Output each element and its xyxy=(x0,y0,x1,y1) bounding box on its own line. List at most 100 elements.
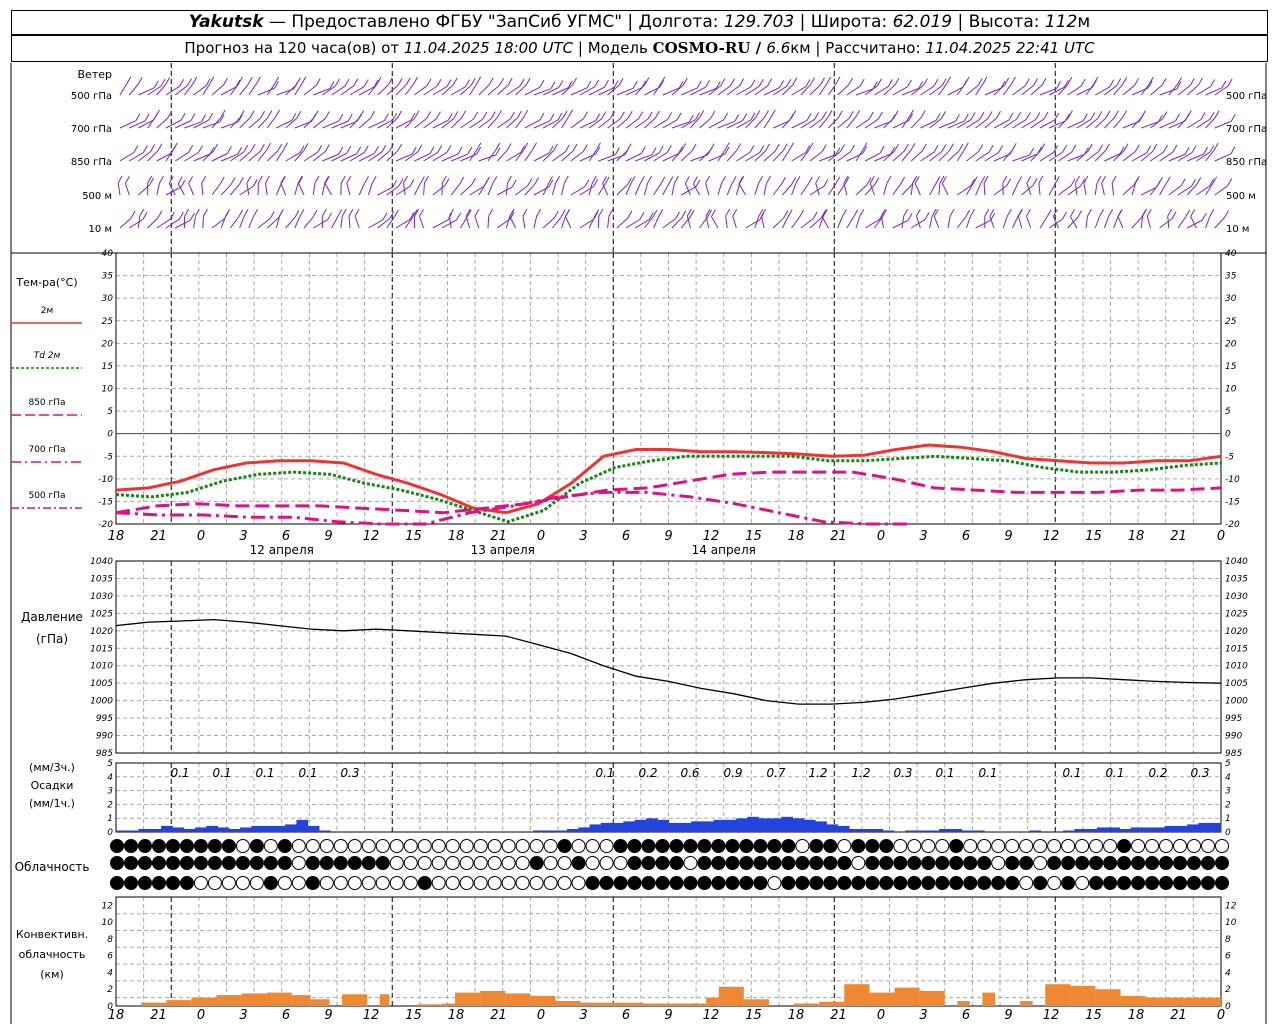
wind-barb xyxy=(692,183,701,196)
cloud-cover-icon xyxy=(851,856,866,870)
wind-barb-feather xyxy=(190,113,196,121)
wind-barb-feather xyxy=(805,79,811,87)
conv-bar xyxy=(141,1002,167,1006)
cloud-cover-icon xyxy=(403,876,418,890)
wind-barb xyxy=(1030,84,1043,96)
wind-barb-feather xyxy=(1063,79,1069,88)
wind-barb-feather xyxy=(1070,209,1075,217)
precip-bar xyxy=(758,818,771,832)
cloud-cover-icon xyxy=(1089,876,1104,890)
precip-tick-left: 1 xyxy=(107,814,113,824)
wind-barb-feather xyxy=(291,113,297,121)
wind-barb-feather xyxy=(941,176,947,184)
wind-barb xyxy=(515,149,525,162)
wind-barb xyxy=(1214,153,1232,162)
wind-barb xyxy=(331,216,339,229)
wind-barb-feather xyxy=(492,176,498,184)
wind-barb xyxy=(524,149,533,162)
precip-label: 0.1 xyxy=(255,766,274,780)
conv-bar xyxy=(844,984,870,1006)
wind-barb xyxy=(184,152,199,162)
wind-barb-feather xyxy=(807,176,813,185)
wind-barb-feather xyxy=(894,143,899,152)
cloud-cover-icon xyxy=(207,856,222,870)
wind-barb xyxy=(561,116,570,129)
wind-barb xyxy=(1131,117,1142,129)
wind-barb xyxy=(1131,217,1142,229)
time-tick: 18 xyxy=(788,529,805,544)
wind-barb-feather xyxy=(388,144,394,152)
precip-bar xyxy=(713,819,726,832)
precip-bar xyxy=(1108,827,1121,832)
wind-barb xyxy=(1205,216,1211,229)
wind-barb xyxy=(846,116,856,129)
cloud-cover-icon xyxy=(361,839,376,853)
wind-barb-feather xyxy=(1180,178,1186,186)
wind-barb-feather xyxy=(201,114,206,123)
wind-barb xyxy=(248,83,257,96)
wind-barb-feather xyxy=(647,111,653,120)
wind-barb xyxy=(1159,218,1173,229)
wind-barb-feather xyxy=(144,113,150,122)
wind-barb-feather xyxy=(496,110,502,118)
wind-barb xyxy=(469,118,484,129)
wind-barb-feather xyxy=(1200,112,1206,120)
precip-bar xyxy=(172,827,185,832)
cloud-cover-icon xyxy=(795,856,810,870)
wind-barb-feather xyxy=(667,112,673,120)
cloud-cover-icon xyxy=(277,876,292,890)
wind-barb-feather xyxy=(476,142,482,151)
cloud-cover-icon xyxy=(110,839,124,853)
cloud-cover-icon xyxy=(319,839,334,853)
wind-barb-feather xyxy=(660,176,666,185)
wind-barb xyxy=(450,183,461,196)
wind-barb xyxy=(1177,117,1188,129)
model-name: COSMO-RU / xyxy=(652,39,767,57)
wind-barb-feather xyxy=(346,145,352,154)
cloud-cover-icon xyxy=(459,839,474,853)
cloud-cover-icon xyxy=(1215,856,1229,870)
wind-barb-feather xyxy=(474,208,480,217)
wind-barb-feather xyxy=(133,145,139,153)
precip-bar xyxy=(645,818,658,832)
precip-title: Осадки xyxy=(31,779,74,792)
wind-barb-feather xyxy=(389,211,395,219)
wind-barb xyxy=(257,117,269,129)
wind-barb xyxy=(128,218,144,229)
wind-barb-feather xyxy=(678,80,684,89)
wind-barb xyxy=(579,185,595,196)
precip-bar xyxy=(792,818,805,832)
time-tick-bottom: 9 xyxy=(664,1008,672,1023)
wind-barb xyxy=(1104,117,1115,129)
wind-barb xyxy=(211,183,221,196)
wind-barb-feather xyxy=(315,78,321,86)
wind-barb-feather xyxy=(419,176,425,184)
wind-barb-feather xyxy=(465,208,471,217)
cloud-cover-icon xyxy=(165,839,180,853)
wind-barb xyxy=(1076,86,1093,96)
precip-bar xyxy=(138,828,151,832)
time-tick: 9 xyxy=(1004,529,1012,544)
wind-barb xyxy=(1186,118,1202,129)
wind-barb xyxy=(947,215,951,229)
wind-barb xyxy=(754,117,765,129)
cloud-cover-icon xyxy=(1103,839,1118,853)
wind-barb xyxy=(201,182,204,196)
wind-barb xyxy=(598,118,611,129)
wind-barb xyxy=(358,183,365,196)
wind-barb xyxy=(634,118,649,129)
wind-barb-feather xyxy=(147,175,153,184)
wind-barb xyxy=(432,219,449,229)
wind-barb xyxy=(506,152,521,162)
wind-barb-feather xyxy=(126,76,132,84)
wind-barb xyxy=(432,119,449,129)
wind-barb-feather xyxy=(280,176,286,184)
cloud-cover-icon xyxy=(879,856,894,870)
cloud-cover-icon xyxy=(739,839,754,853)
wind-barb-feather xyxy=(910,143,916,151)
wind-barb xyxy=(1067,85,1082,96)
wind-barb-feather xyxy=(835,176,841,185)
wind-barb-feather xyxy=(135,113,141,121)
wind-barb-feather xyxy=(924,212,930,220)
wind-barb xyxy=(920,85,935,96)
